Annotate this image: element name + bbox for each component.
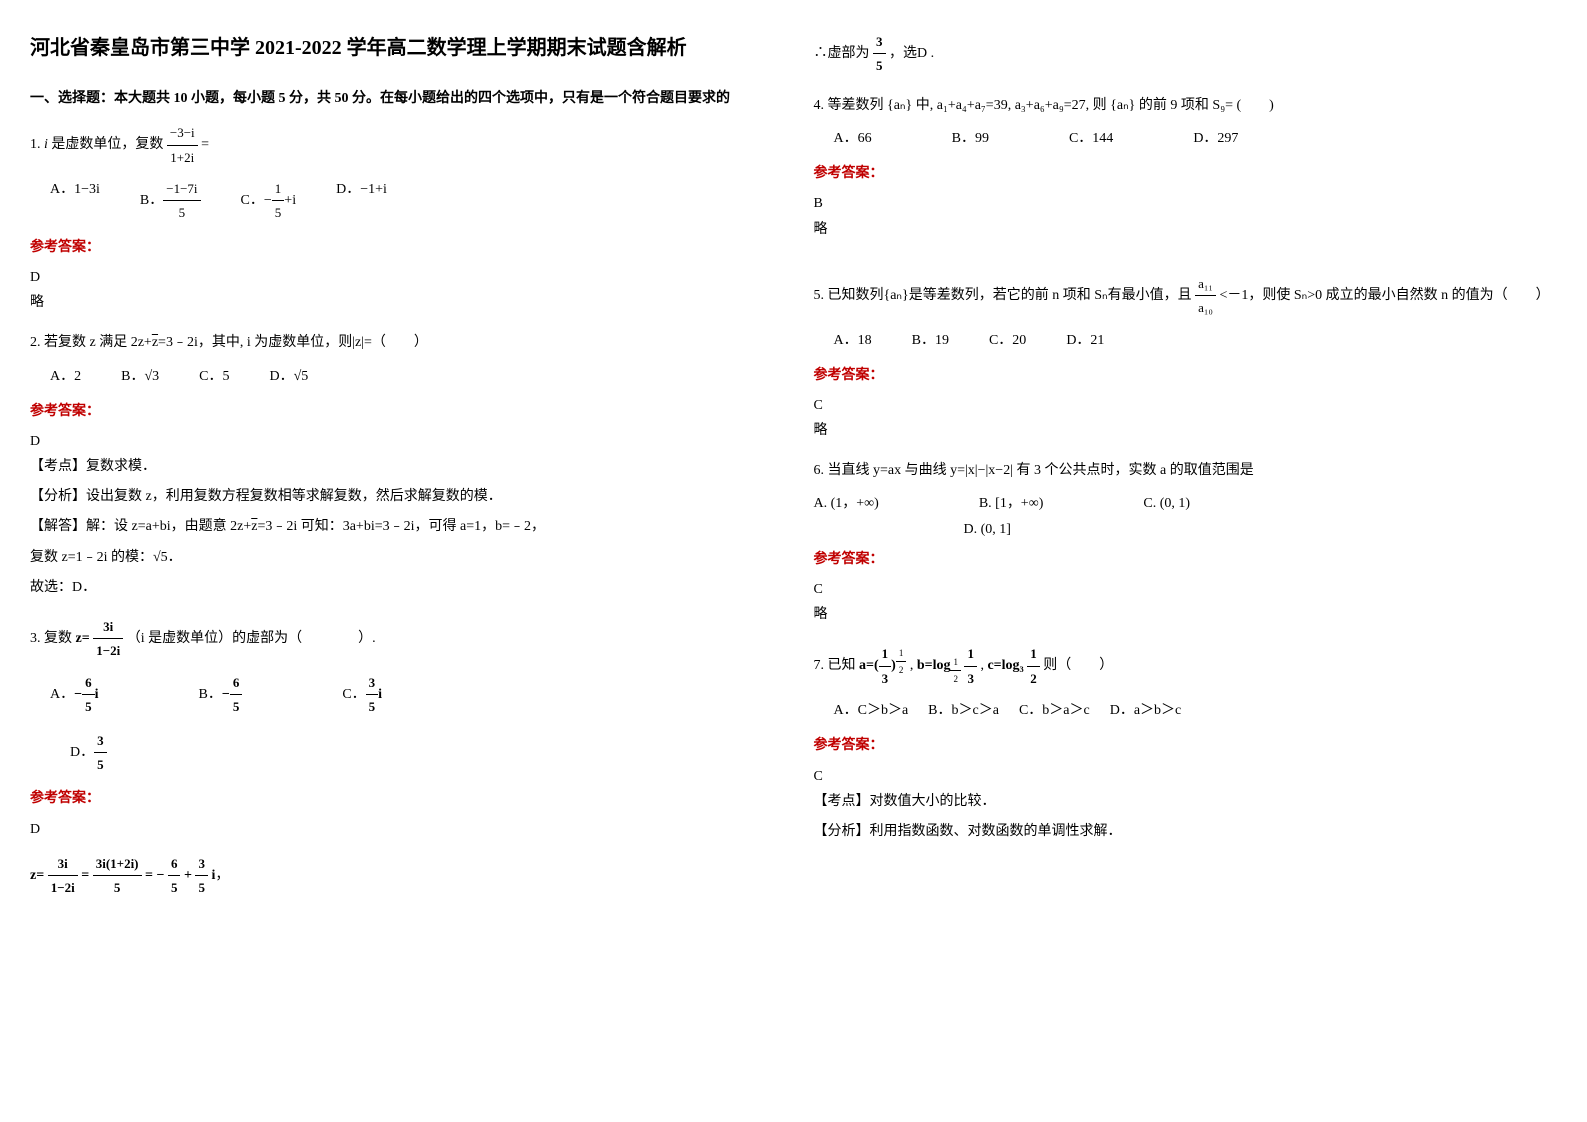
q6-opt-c: C. (0, 1)	[1143, 491, 1190, 516]
q3-formula: z= 3i1−2i = 3i(1+2i)5 = − 65 + 35 i，	[30, 852, 774, 900]
section-header: 一、选择题：本大题共 10 小题，每小题 5 分，共 50 分。在每小题给出的四…	[30, 86, 774, 111]
q7-analysis: 【分析】利用指数函数、对数函数的单调性求解．	[814, 819, 1558, 844]
q5-options: A．18 B．19 C．20 D．21	[834, 328, 1558, 353]
q5-answer: C	[814, 393, 1558, 418]
q5-opt-d: D．21	[1066, 328, 1104, 353]
question-6: 6. 当直线 y=ax 与曲线 y=|x|−|x−2| 有 3 个公共点时，实数…	[814, 458, 1558, 627]
question-3: 3. 复数 z= 3i1−2i （i 是虚数单位）的虚部为（ ）. A．−65i…	[30, 615, 774, 900]
q1-opt-a: A．1−3i	[50, 177, 100, 225]
q6-options: A. (1，+∞) B. [1，+∞) C. (0, 1) D. (0, 1]	[814, 491, 1558, 541]
q5-answer-label: 参考答案：	[814, 363, 1558, 388]
q3-answer: D	[30, 817, 774, 842]
q3-options-row1: A．−65i B．−65 C．35i	[50, 671, 774, 719]
q7-answer: C	[814, 764, 1558, 789]
q4-answer: B	[814, 191, 1558, 216]
question-2: 2. 若复数 z 满足 2z+z=3﹣2i，其中, i 为虚数单位，则|z|=（…	[30, 330, 774, 600]
q1-opt-d: D．−1+i	[336, 177, 387, 225]
q2-opt-c: C．5	[199, 364, 229, 389]
q7-opt-d: D．a＞b＞c	[1110, 698, 1182, 723]
q1-answer: D	[30, 265, 774, 290]
q6-answer: C	[814, 577, 1558, 602]
q3-text: 3. 复数 z= 3i1−2i （i 是虚数单位）的虚部为（ ）.	[30, 615, 774, 663]
q2-solve3: 复数 z=1﹣2i 的模：√5．	[30, 545, 774, 570]
q7-opt-b: B．b＞c＞a	[928, 698, 999, 723]
q1-brief: 略	[30, 290, 774, 315]
q6-text: 6. 当直线 y=ax 与曲线 y=|x|−|x−2| 有 3 个公共点时，实数…	[814, 458, 1558, 483]
question-1: 1. i 是虚数单位，复数 −3−i1+2i = A．1−3i B．−1−7i5…	[30, 121, 774, 315]
q2-conclusion: 故选：D．	[30, 575, 774, 600]
q4-opt-a: A．66	[834, 126, 872, 151]
q2-options: A．2 B．√3 C．5 D．√5	[50, 364, 774, 389]
q5-opt-b: B．19	[912, 328, 949, 353]
q4-answer-label: 参考答案：	[814, 161, 1558, 186]
left-column: 河北省秦皇岛市第三中学 2021-2022 学年高二数学理上学期期末试题含解析 …	[30, 30, 774, 915]
q4-opt-b: B．99	[952, 126, 989, 151]
q1-opt-b: B．−1−7i5	[140, 177, 201, 225]
q1-options: A．1−3i B．−1−7i5 C．−15+i D．−1+i	[50, 177, 774, 225]
q3-answer-label: 参考答案：	[30, 786, 774, 811]
q4-brief: 略	[814, 217, 1558, 242]
q7-opt-a: A．C＞b＞a	[834, 698, 909, 723]
q3-opt-c: C．35i	[342, 671, 382, 719]
q5-text: 5. 已知数列{aₙ}是等差数列，若它的前 n 项和 Sₙ有最小值，且 a₁₁a…	[814, 272, 1558, 320]
q5-brief: 略	[814, 418, 1558, 443]
q4-options: A．66 B．99 C．144 D．297	[834, 126, 1558, 151]
q3-opt-d: D．35	[70, 729, 107, 777]
q2-analysis: 【分析】设出复数 z，利用复数方程复数相等求解复数，然后求解复数的模．	[30, 484, 774, 509]
q5-opt-c: C．20	[989, 328, 1026, 353]
q1-mid2: =	[201, 137, 209, 152]
q7-options: A．C＞b＞a B．b＞c＞a C．b＞a＞c D．a＞b＞c	[834, 698, 1558, 723]
q2-answer: D	[30, 429, 774, 454]
q2-text: 2. 若复数 z 满足 2z+z=3﹣2i，其中, i 为虚数单位，则|z|=（…	[30, 330, 774, 355]
q5-opt-a: A．18	[834, 328, 872, 353]
q2-answer-label: 参考答案：	[30, 399, 774, 424]
q3-opt-a: A．−65i	[50, 671, 99, 719]
q4-opt-d: D．297	[1193, 126, 1238, 151]
q1-text: 1. i 是虚数单位，复数 −3−i1+2i =	[30, 121, 774, 169]
q7-text: 7. 已知 a=(13)12 , b=log12 13 , c=log₃ 12 …	[814, 642, 1558, 690]
q7-answer-label: 参考答案：	[814, 733, 1558, 758]
question-4: 4. 等差数列 {aₙ} 中, a₁+a₄+a₇=39, a₃+a₆+a₉=27…	[814, 93, 1558, 242]
q6-opt-b: B. [1，+∞)	[979, 491, 1044, 516]
q6-opt-d: D. (0, 1]	[964, 522, 1011, 537]
question-5: 5. 已知数列{aₙ}是等差数列，若它的前 n 项和 Sₙ有最小值，且 a₁₁a…	[814, 272, 1558, 444]
page-title: 河北省秦皇岛市第三中学 2021-2022 学年高二数学理上学期期末试题含解析	[30, 30, 774, 66]
q3-opt-b: B．−65	[199, 671, 243, 719]
q6-answer-label: 参考答案：	[814, 547, 1558, 572]
q2-opt-d: D．√5	[270, 364, 309, 389]
q2-solve: 【解答】解：设 z=a+bi，由题意 2z+z=3﹣2i 可知：3a+bi=3﹣…	[30, 514, 774, 539]
q7-point: 【考点】对数值大小的比较．	[814, 789, 1558, 814]
q2-point: 【考点】复数求模．	[30, 454, 774, 479]
q1-answer-label: 参考答案：	[30, 235, 774, 260]
q1-mid1: 是虚数单位，复数	[48, 137, 167, 152]
q4-text: 4. 等差数列 {aₙ} 中, a₁+a₄+a₇=39, a₃+a₆+a₉=27…	[814, 93, 1558, 118]
q3-col2: ∴虚部为 35 ，选D .	[814, 30, 1558, 78]
q2-opt-a: A．2	[50, 364, 81, 389]
q1-opt-c: C．−15+i	[241, 177, 297, 225]
q2-opt-b: B．√3	[121, 364, 159, 389]
right-column: ∴虚部为 35 ，选D . 4. 等差数列 {aₙ} 中, a₁+a₄+a₇=3…	[814, 30, 1558, 915]
q4-opt-c: C．144	[1069, 126, 1113, 151]
question-7: 7. 已知 a=(13)12 , b=log12 13 , c=log₃ 12 …	[814, 642, 1558, 844]
q1-pre: 1.	[30, 137, 44, 152]
q6-opt-a: A. (1，+∞)	[814, 491, 879, 516]
q6-brief: 略	[814, 602, 1558, 627]
q1-frac: −3−i1+2i	[167, 121, 198, 169]
q3-options-row2: D．35	[50, 729, 774, 777]
q7-opt-c: C．b＞a＞c	[1019, 698, 1090, 723]
